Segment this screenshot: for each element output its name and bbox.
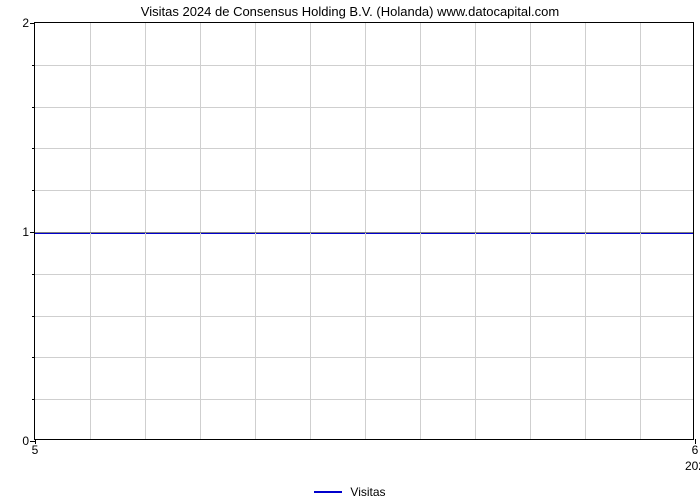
legend-label: Visitas	[350, 485, 385, 499]
gridline-h-minor	[35, 357, 693, 358]
y-minor-tick	[32, 107, 35, 108]
legend-item: Visitas	[314, 485, 385, 499]
gridline-h-minor	[35, 274, 693, 275]
y-minor-tick	[32, 274, 35, 275]
gridline-v-minor	[530, 23, 531, 439]
x-tick-label: 5	[32, 443, 39, 457]
y-tick-label: 1	[22, 225, 29, 239]
plot-area: 01256202	[34, 22, 694, 440]
gridline-v-minor	[255, 23, 256, 439]
gridline-h-minor	[35, 316, 693, 317]
gridline-v-minor	[475, 23, 476, 439]
x-secondary-label: 202	[685, 459, 700, 473]
legend: Visitas	[0, 482, 700, 499]
x-tick-label: 6	[692, 443, 699, 457]
gridline-h-minor	[35, 107, 693, 108]
gridline-v-minor	[90, 23, 91, 439]
y-minor-tick	[32, 190, 35, 191]
y-minor-tick	[32, 399, 35, 400]
gridline-h-minor	[35, 190, 693, 191]
y-minor-tick	[32, 65, 35, 66]
gridline-h-minor	[35, 65, 693, 66]
line-chart: Visitas 2024 de Consensus Holding B.V. (…	[0, 0, 700, 500]
gridline-v-minor	[365, 23, 366, 439]
gridline-v-minor	[145, 23, 146, 439]
gridline-h-major	[35, 232, 693, 233]
y-tick-label: 0	[22, 434, 29, 448]
y-minor-tick	[32, 357, 35, 358]
y-tick-label: 2	[22, 16, 29, 30]
y-tick-mark	[30, 232, 35, 233]
chart-title: Visitas 2024 de Consensus Holding B.V. (…	[0, 4, 700, 19]
y-tick-mark	[30, 23, 35, 24]
gridline-h-minor	[35, 148, 693, 149]
y-minor-tick	[32, 316, 35, 317]
legend-swatch	[314, 491, 342, 493]
gridline-h-minor	[35, 399, 693, 400]
gridline-v-minor	[640, 23, 641, 439]
gridline-v-minor	[585, 23, 586, 439]
gridline-v-minor	[310, 23, 311, 439]
gridline-v-minor	[200, 23, 201, 439]
y-minor-tick	[32, 148, 35, 149]
gridline-v-minor	[420, 23, 421, 439]
